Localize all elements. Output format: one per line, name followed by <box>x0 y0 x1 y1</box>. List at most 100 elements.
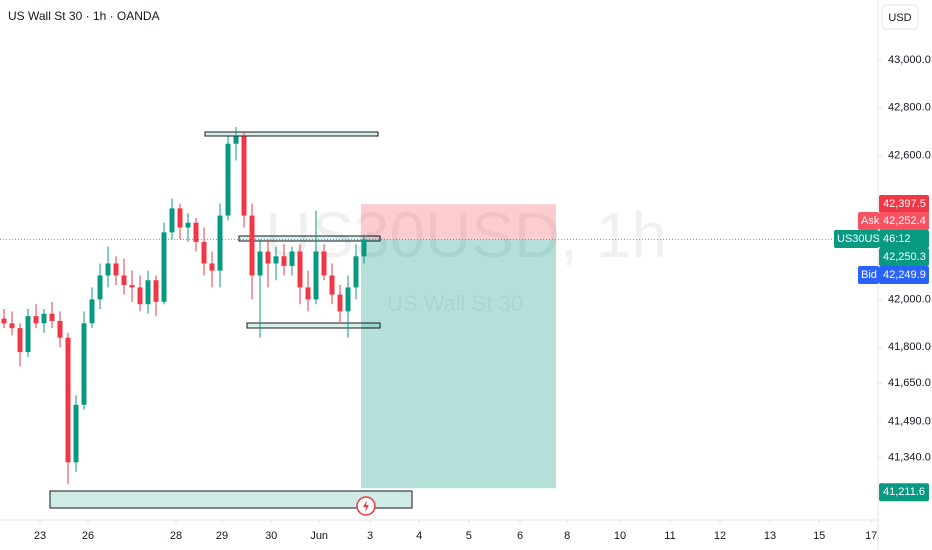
candle-body <box>225 143 231 216</box>
candle-body <box>257 251 263 276</box>
bid-label-bg <box>879 266 929 284</box>
watermark-sub: US Wall St 30 <box>387 291 523 316</box>
x-tick-label: 5 <box>466 530 472 542</box>
candle-body <box>1 318 7 324</box>
y-tick-label: 42,000.0 <box>888 293 931 305</box>
candle-body <box>329 275 335 295</box>
candle-body <box>337 294 343 312</box>
candle-body <box>353 256 359 288</box>
candle-body <box>121 275 127 286</box>
ask-label-bg <box>879 212 929 230</box>
currency-button[interactable] <box>881 4 919 30</box>
candle-body <box>297 251 303 288</box>
candle-body <box>153 280 159 302</box>
stop-zone <box>361 239 556 489</box>
candle-body <box>129 285 135 288</box>
y-tick-label: 42,800.0 <box>888 102 931 114</box>
candle-body <box>113 263 119 276</box>
x-tick-label: 13 <box>764 530 776 542</box>
chart-title: US Wall St 30 · 1h · OANDA <box>8 9 160 23</box>
y-tick-label: 42,600.0 <box>888 150 931 162</box>
x-tick-label: 17 <box>865 530 877 542</box>
drawn-box[interactable] <box>204 131 379 137</box>
watermark: US30USD, 1h <box>265 199 667 271</box>
candle-body <box>345 287 351 312</box>
candle-body <box>177 208 183 228</box>
bid-name: Bid <box>861 269 877 281</box>
candle-body <box>137 287 143 305</box>
currency[interactable]: USD <box>888 12 911 24</box>
candle-body <box>241 136 247 216</box>
drawn-box[interactable] <box>238 235 381 242</box>
candle-body <box>81 323 87 405</box>
x-tick-label: 8 <box>564 530 570 542</box>
candle-body <box>217 215 223 271</box>
y-tick-label: 41,340.0 <box>888 451 931 463</box>
x-tick-label: 6 <box>517 530 523 542</box>
x-tick-label: 15 <box>813 530 825 542</box>
candle-body <box>65 337 71 463</box>
y-tick-label: 41,650.0 <box>888 377 931 389</box>
candle-body <box>305 287 311 300</box>
x-tick-label: 30 <box>265 530 277 542</box>
stop-label-bg <box>879 483 929 502</box>
last-name-bg <box>834 230 879 248</box>
y-tick-label: 41,800.0 <box>888 341 931 353</box>
candle-body <box>289 251 295 266</box>
candle-body <box>233 136 239 144</box>
candle-body <box>209 263 215 271</box>
bid-label: 42,249.9 <box>883 269 926 281</box>
candle-body <box>321 251 327 276</box>
last-name: US30USD <box>837 233 888 245</box>
x-tick-label: 3 <box>367 530 373 542</box>
candle-body <box>161 232 167 302</box>
event-bolt <box>363 500 369 512</box>
x-tick-label: 4 <box>416 530 422 542</box>
last-label-bg <box>879 248 929 266</box>
ask-name: Ask <box>861 215 880 227</box>
last-label: 42,250.3 <box>883 251 926 263</box>
candle-body <box>25 316 31 353</box>
stop-label: 41,211.6 <box>883 486 925 498</box>
candle-body <box>105 263 111 276</box>
drawn-box[interactable] <box>246 322 381 329</box>
candle-body <box>361 239 367 257</box>
candle-body <box>193 222 199 242</box>
target-label-bg <box>879 195 929 213</box>
ask-name-bg <box>858 212 879 230</box>
candles <box>1 126 367 484</box>
x-tick-label: 29 <box>216 530 228 542</box>
candle-body <box>281 256 287 266</box>
position-tool[interactable] <box>361 204 556 489</box>
candle-body <box>89 299 95 324</box>
candle-body <box>17 328 23 353</box>
candle-body <box>73 404 79 463</box>
x-tick-label: 11 <box>664 530 675 542</box>
drawn-box[interactable] <box>49 490 413 509</box>
candle-body <box>57 320 63 338</box>
candle-body <box>41 313 47 324</box>
y-tick-label: 41,490.0 <box>888 415 931 427</box>
x-tick-label: Jun <box>310 530 328 542</box>
candle-body <box>97 275 103 300</box>
ask-label: 42,252.4 <box>883 215 926 227</box>
candle-body <box>9 323 15 329</box>
candle-body <box>273 256 279 264</box>
x-tick-label: 26 <box>82 530 94 542</box>
candle-body <box>265 251 271 264</box>
x-tick-label: 23 <box>34 530 46 542</box>
x-tick-label: 28 <box>170 530 182 542</box>
candle-body <box>185 222 191 228</box>
candle-body <box>201 241 207 264</box>
candle-body <box>169 208 175 233</box>
candle-body <box>49 313 55 321</box>
candle-body <box>313 251 319 300</box>
x-tick-label: 12 <box>714 530 726 542</box>
countdown-bg <box>879 230 929 248</box>
target-zone <box>361 204 556 240</box>
bid-name-bg <box>858 266 879 284</box>
candle-body <box>249 215 255 276</box>
